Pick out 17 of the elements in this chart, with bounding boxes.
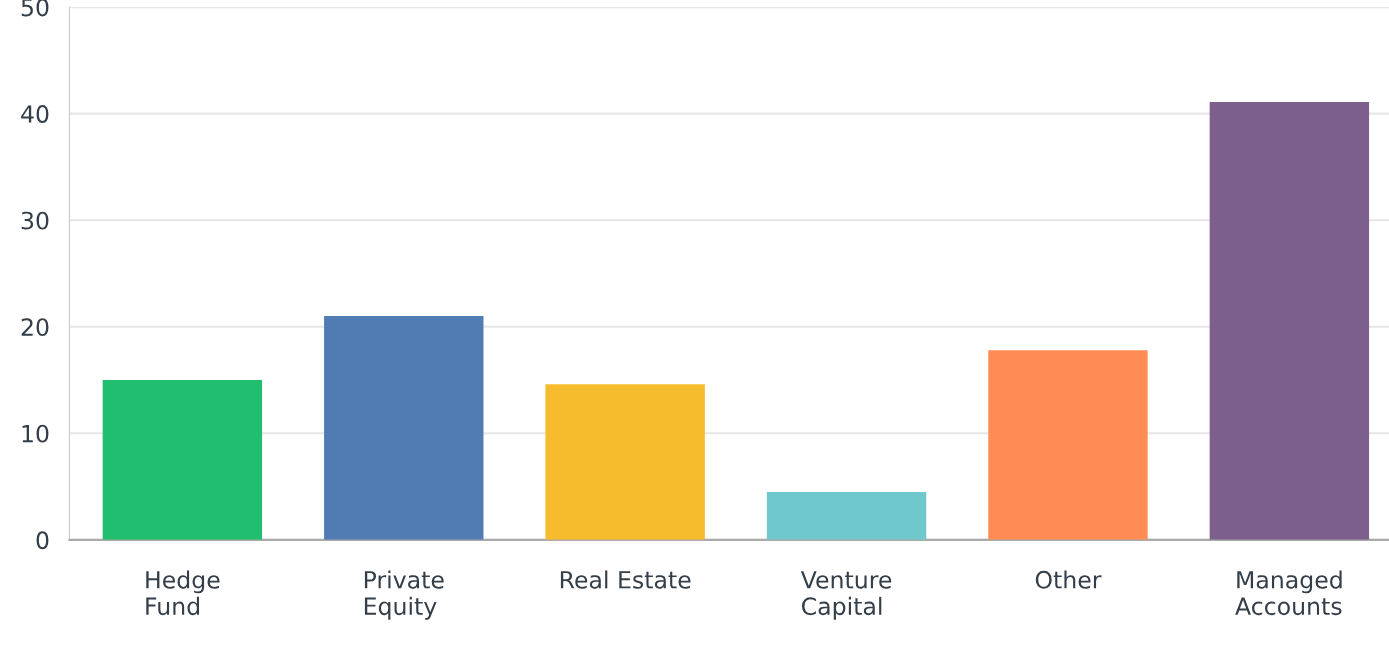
x-tick-label: Managed Accounts: [1235, 570, 1342, 616]
y-tick-label: 40: [21, 105, 49, 123]
bar: [324, 316, 484, 540]
x-tick-label: Venture Capital: [800, 571, 892, 620]
y-tick-label: 10: [22, 424, 49, 443]
bar: [766, 491, 927, 540]
bar: [1209, 101, 1370, 540]
y-tick-label: 0: [36, 531, 49, 550]
y-tick-label: 20: [21, 318, 49, 337]
x-tick-label: Real Estate: [560, 570, 691, 589]
x-tick-label: Private Equity: [364, 570, 444, 620]
y-tick-label: 30: [21, 211, 49, 230]
x-tick-label: Hedge Fund: [146, 570, 220, 616]
x-tick-label: Other: [1035, 570, 1102, 589]
bar: [988, 350, 1148, 540]
bar: [102, 380, 263, 540]
bar: [545, 384, 705, 540]
